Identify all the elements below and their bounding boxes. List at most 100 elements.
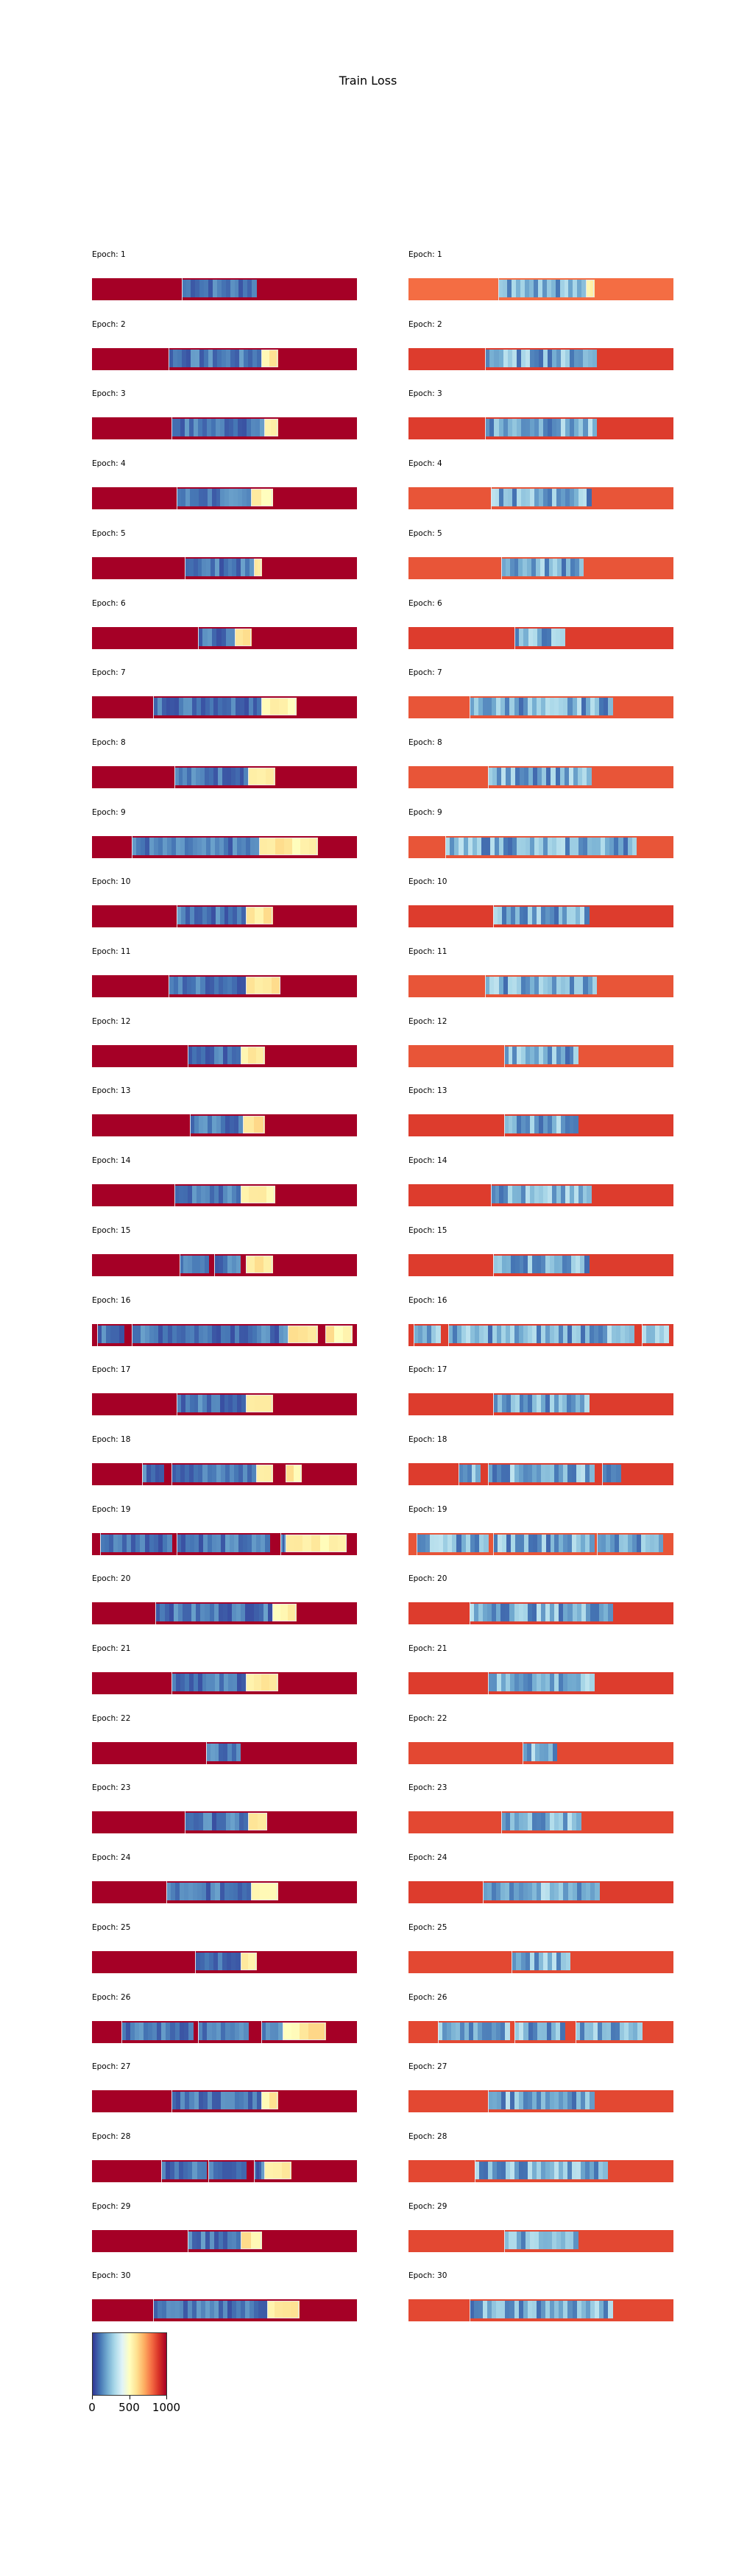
heatmap-cell bbox=[191, 1255, 197, 1273]
heatmap-cell bbox=[565, 1952, 571, 1970]
heatmap-cell bbox=[550, 1813, 555, 1831]
heatmap-cell bbox=[186, 349, 192, 367]
segment-divider bbox=[482, 1881, 484, 1904]
heatmap-cell bbox=[459, 837, 464, 855]
heatmap-strip bbox=[408, 696, 673, 719]
heatmap-cell bbox=[205, 977, 210, 994]
heatmap-cell bbox=[135, 1534, 141, 1552]
heatmap-cell bbox=[179, 1883, 185, 1901]
heatmap-cell bbox=[189, 1395, 195, 1413]
heatmap-cell bbox=[565, 977, 571, 994]
heatmap-cell bbox=[183, 2161, 189, 2179]
heatmap-cell bbox=[154, 1325, 160, 1343]
heatmap-cell bbox=[192, 2161, 198, 2179]
heatmap-cell bbox=[274, 2022, 280, 2040]
heatmap-cell bbox=[483, 1604, 488, 1622]
heatmap-cell bbox=[233, 1395, 238, 1413]
epoch-label: Epoch: 28 bbox=[92, 2131, 131, 2141]
heatmap-cell bbox=[514, 2092, 520, 2110]
heatmap-cell bbox=[498, 837, 504, 855]
heatmap-cell bbox=[201, 2161, 207, 2179]
heatmap-cell bbox=[530, 1116, 535, 1134]
heatmap-cell bbox=[541, 1325, 546, 1343]
heatmap-cell bbox=[587, 767, 592, 785]
heatmap-cell bbox=[455, 2022, 461, 2040]
heatmap-cell bbox=[439, 1534, 444, 1552]
heatmap-cell bbox=[512, 837, 517, 855]
heatmap-cell bbox=[170, 2301, 176, 2319]
heatmap-cell bbox=[574, 558, 580, 576]
heatmap-cell bbox=[520, 977, 526, 994]
heatmap-cell bbox=[161, 698, 167, 716]
heatmap-cell bbox=[169, 1604, 174, 1622]
heatmap-cell bbox=[149, 837, 155, 855]
heatmap-cell bbox=[222, 767, 227, 785]
heatmap-cell bbox=[537, 1255, 542, 1273]
heatmap-cell bbox=[106, 1325, 111, 1343]
heatmap-cell bbox=[583, 349, 589, 367]
heatmap-cell bbox=[491, 1883, 497, 1901]
heatmap-cell bbox=[261, 1325, 266, 1343]
heatmap-strip bbox=[92, 835, 357, 858]
heatmap-cell bbox=[209, 1046, 215, 1064]
heatmap-cell bbox=[550, 2301, 555, 2319]
heatmap-cell bbox=[227, 1046, 233, 1064]
heatmap-cell bbox=[244, 1813, 250, 1831]
heatmap-cell bbox=[457, 1325, 462, 1343]
heatmap-cell bbox=[234, 1813, 240, 1831]
heatmap-cell bbox=[157, 2022, 162, 2040]
heatmap-cell bbox=[197, 1674, 203, 1691]
heatmap-cell bbox=[563, 1674, 568, 1691]
heatmap-cell bbox=[110, 1325, 116, 1343]
heatmap-cell bbox=[174, 698, 180, 716]
heatmap-cell bbox=[554, 2092, 559, 2110]
heatmap-cell bbox=[258, 837, 268, 855]
heatmap-cell bbox=[520, 419, 526, 437]
epoch-label: Epoch: 15 bbox=[92, 1225, 131, 1235]
heatmap-cell bbox=[568, 280, 574, 297]
high-loss-segment bbox=[256, 1464, 272, 1482]
heatmap-cell bbox=[517, 1186, 522, 1204]
heatmap-cell bbox=[205, 2231, 210, 2249]
heatmap-cell bbox=[576, 2161, 581, 2179]
heatmap-cell bbox=[236, 977, 242, 994]
heatmap-cell bbox=[222, 1255, 228, 1273]
heatmap-cell bbox=[204, 280, 209, 297]
heatmap-cell bbox=[475, 1325, 480, 1343]
heatmap-cell bbox=[215, 907, 221, 925]
heatmap-cell bbox=[205, 767, 210, 785]
heatmap-cell bbox=[528, 1534, 534, 1552]
heatmap-cell bbox=[169, 349, 174, 367]
heatmap-cell bbox=[195, 280, 200, 297]
heatmap-cell bbox=[247, 489, 252, 507]
heatmap-cell bbox=[525, 1952, 531, 1970]
heatmap-cell bbox=[519, 767, 525, 785]
segment-divider bbox=[213, 1253, 215, 1276]
heatmap-cell bbox=[160, 2161, 166, 2179]
heatmap-cell bbox=[202, 837, 207, 855]
segment-divider bbox=[171, 417, 172, 440]
heatmap-cell bbox=[577, 280, 582, 297]
heatmap-cell bbox=[576, 1883, 582, 1901]
heatmap-cell bbox=[205, 1186, 210, 1204]
heatmap-cell bbox=[174, 1883, 180, 1901]
heatmap-cell bbox=[636, 1534, 642, 1552]
heatmap-cell bbox=[227, 698, 232, 716]
heatmap-strip bbox=[92, 487, 357, 510]
heatmap-strip bbox=[408, 1253, 673, 1276]
chart-title: Train Loss bbox=[339, 74, 397, 88]
heatmap-cell bbox=[592, 837, 598, 855]
segment-divider bbox=[195, 1950, 197, 1973]
heatmap-cell bbox=[532, 2161, 537, 2179]
heatmap-cell bbox=[528, 2092, 533, 2110]
heatmap-strip bbox=[408, 765, 673, 788]
heatmap-cell bbox=[245, 977, 255, 994]
heatmap-cell bbox=[183, 1255, 188, 1273]
heatmap-cell bbox=[493, 1395, 498, 1413]
heatmap-cell bbox=[543, 419, 548, 437]
heatmap-cell bbox=[266, 767, 276, 785]
heatmap-cell bbox=[215, 837, 220, 855]
heatmap-cell bbox=[510, 1255, 516, 1273]
heatmap-cell bbox=[587, 349, 593, 367]
heatmap-cell bbox=[261, 1534, 266, 1552]
